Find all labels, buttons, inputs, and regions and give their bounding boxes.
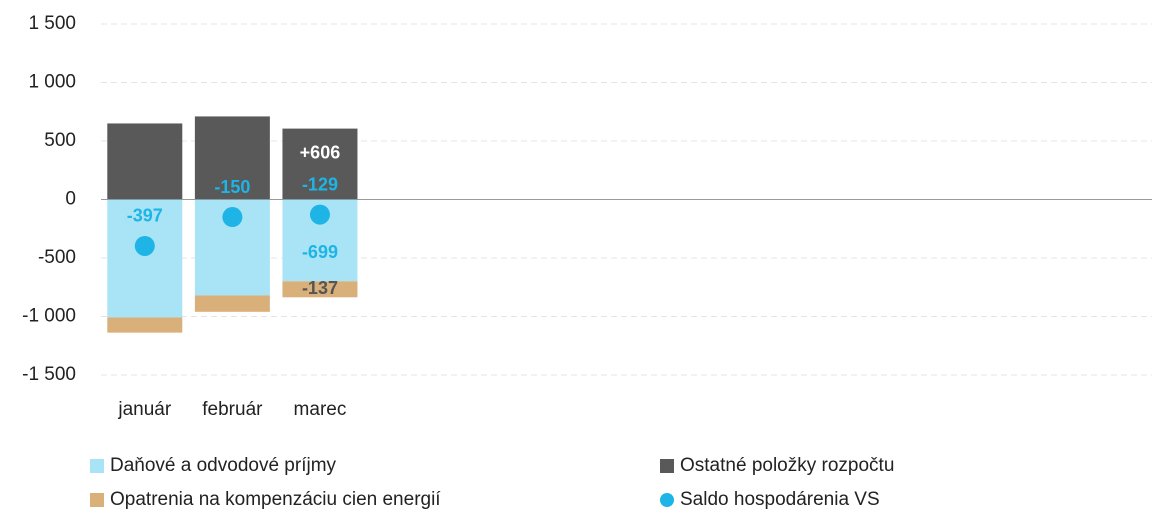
legend-label: Saldo hospodárenia VS [680,489,880,510]
bar-segment [107,317,183,333]
bar-segment [194,295,270,312]
value-label: -137 [302,278,338,298]
value-label: -699 [302,242,338,262]
x-tick-label: február [202,399,263,420]
dot [309,204,330,225]
bar-segment [282,128,358,200]
bar-segment [282,281,358,298]
y-tick-label: -1 000 [22,306,76,327]
legend-label: Ostatné položky rozpočtu [680,455,894,476]
y-tick-label: 0 [65,189,76,210]
legend-swatch [660,493,674,507]
value-label: -150 [214,177,250,197]
dot [134,235,155,256]
x-tick-label: marec [294,399,347,420]
dot [222,207,243,228]
y-tick-label: 1 000 [28,72,76,93]
legend-swatch [90,493,104,507]
value-label: -397 [127,206,163,226]
value-label: +606 [300,142,341,162]
y-tick-label: -500 [38,247,76,268]
y-tick-label: 1 500 [28,13,76,34]
y-tick-label: 500 [44,130,76,151]
bar-segment [107,199,183,318]
legend-label: Daňové a odvodové príjmy [110,455,337,476]
bar-segment [194,116,270,200]
x-tick-label: január [117,399,171,420]
legend-swatch [660,459,674,473]
bar-segment [107,123,183,200]
y-tick-label: -1 500 [22,364,76,385]
legend-label: Opatrenia na kompenzáciu cien energií [110,489,441,510]
value-label: -129 [302,174,338,194]
legend-swatch [90,459,104,473]
